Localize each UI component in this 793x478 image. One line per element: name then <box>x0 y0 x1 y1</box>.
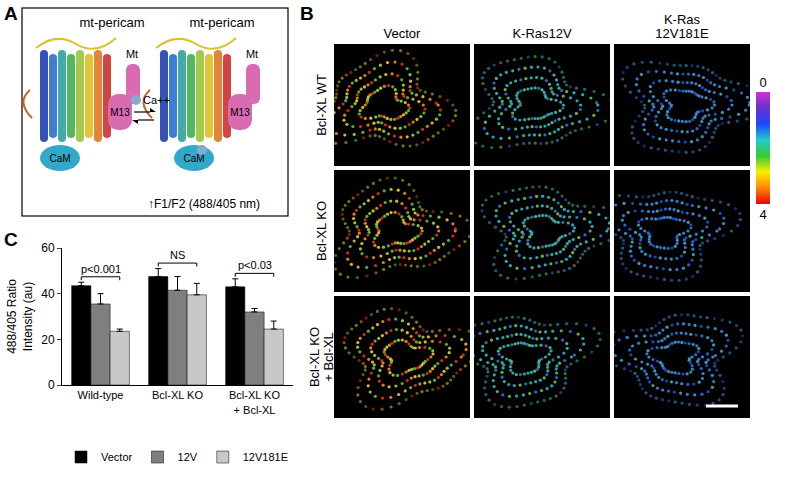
svg-text:12V: 12V <box>178 451 198 463</box>
svg-text:Mt: Mt <box>126 48 138 60</box>
svg-text:p<0.03: p<0.03 <box>238 259 272 271</box>
svg-text:M13: M13 <box>110 107 130 118</box>
svg-text:Bcl-XL KO: Bcl-XL KO <box>307 327 322 387</box>
svg-text:40: 40 <box>41 287 55 301</box>
svg-text:mt-pericam: mt-pericam <box>189 15 254 30</box>
svg-text:p<0.001: p<0.001 <box>81 263 121 275</box>
svg-text:488/405 RatioIntensity (au): 488/405 RatioIntensity (au) <box>5 279 35 354</box>
svg-text:K-Ras12V: K-Ras12V <box>512 26 572 41</box>
svg-text:12V181E: 12V181E <box>655 26 709 41</box>
svg-text:60: 60 <box>41 241 55 255</box>
svg-text:CaM: CaM <box>183 153 205 164</box>
svg-text:Bcl-XL KO: Bcl-XL KO <box>314 201 329 261</box>
svg-text:0: 0 <box>48 378 55 392</box>
svg-text:Bcl-XL KO: Bcl-XL KO <box>152 389 203 401</box>
svg-text:Wild-type: Wild-type <box>78 389 124 401</box>
svg-text:Vector: Vector <box>384 26 422 41</box>
svg-text:K-Ras: K-Ras <box>664 12 701 27</box>
svg-text:0: 0 <box>759 75 766 90</box>
svg-text:mt-pericam: mt-pericam <box>79 15 144 30</box>
svg-text:Bcl-XL WT: Bcl-XL WT <box>314 74 329 136</box>
svg-text:CaM: CaM <box>49 153 70 164</box>
svg-text:C: C <box>4 229 18 250</box>
svg-text:20: 20 <box>41 333 55 347</box>
svg-text:A: A <box>4 3 18 24</box>
svg-text:Vector: Vector <box>101 451 133 463</box>
svg-text:+ Bcl-XL: + Bcl-XL <box>321 332 336 382</box>
svg-text:Bcl-XL KO+ Bcl-XL: Bcl-XL KO+ Bcl-XL <box>229 389 280 415</box>
svg-text:M13: M13 <box>230 107 250 118</box>
svg-text:4: 4 <box>759 207 766 222</box>
svg-text:NS: NS <box>170 249 185 261</box>
svg-text:B: B <box>300 3 314 24</box>
svg-text:Ca++: Ca++ <box>143 94 170 106</box>
svg-text:↑F1/F2 (488/405 nm): ↑F1/F2 (488/405 nm) <box>148 197 260 211</box>
svg-text:Mt: Mt <box>246 48 258 60</box>
svg-text:12V181E: 12V181E <box>243 451 288 463</box>
